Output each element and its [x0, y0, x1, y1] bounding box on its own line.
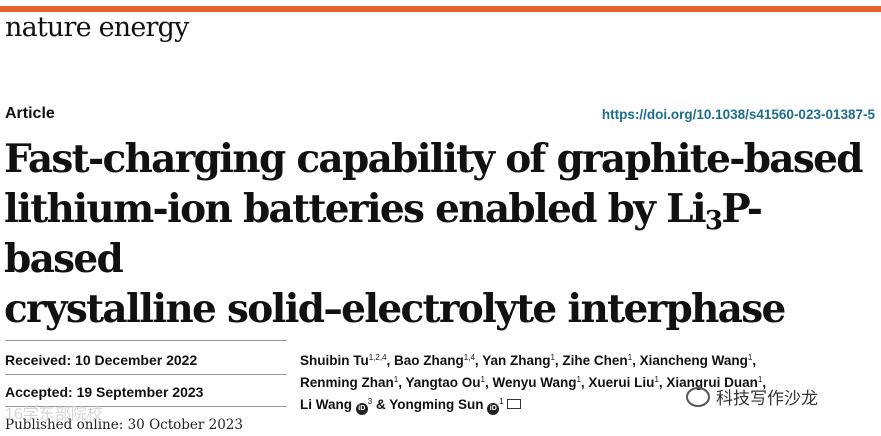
received-value: 10 December 2022 — [75, 352, 198, 368]
title-line-2-pre: lithium-ion batteries enabled by Li — [4, 186, 707, 232]
watermark-right-text: 科技写作沙龙 — [716, 389, 818, 409]
orcid-icon[interactable]: iD — [355, 403, 368, 415]
accepted-label: Accepted: — [5, 384, 73, 400]
author-name[interactable]: Bao Zhang — [394, 353, 464, 368]
divider — [5, 406, 287, 407]
author-name[interactable]: Yan Zhang — [482, 353, 551, 368]
title-line-1: Fast-charging capability of graphite-bas… — [4, 136, 864, 182]
author-affiliation: 3 — [367, 397, 373, 406]
published-date: Published online: 30 October 2023 — [5, 417, 243, 433]
author-affiliation: 1 — [627, 353, 633, 362]
author-affiliation: 1 — [393, 375, 399, 384]
author-affiliation: 1 — [654, 375, 659, 384]
author-affiliation: 1,4 — [463, 353, 475, 362]
article-title: Fast-charging capability of graphite-bas… — [4, 134, 879, 334]
doi-link[interactable]: https://doi.org/10.1038/s41560-023-01387… — [601, 107, 875, 122]
wechat-icon — [686, 387, 710, 407]
journal-accent-bar — [0, 6, 881, 12]
title-line-3: crystalline solid–electrolyte interphase — [4, 286, 786, 332]
author-affiliation: 1 — [499, 397, 504, 406]
title-line-2-post: P-based — [4, 186, 763, 282]
journal-name: nature energy — [5, 12, 189, 43]
author-name[interactable]: Xiancheng Wang — [639, 353, 748, 368]
author-name[interactable]: Renming Zhan — [300, 375, 394, 390]
received-date: Received: 10 December 2022 — [5, 352, 197, 368]
article-type: Article — [5, 105, 55, 122]
accepted-value: 19 September 2023 — [76, 384, 204, 400]
author-affiliation: 1,2,4 — [368, 353, 387, 362]
author-affiliation: 1 — [747, 353, 753, 362]
author-affiliation: 1 — [757, 375, 763, 384]
author-list: Shuibin Tu1,2,4, Bao Zhang1,4, Yan Zhang… — [300, 350, 840, 416]
watermark-left: 16学东部院校 — [5, 406, 103, 423]
author-name[interactable]: Shuibin Tu — [300, 353, 369, 368]
mail-icon[interactable] — [507, 399, 522, 409]
received-label: Received: — [5, 352, 72, 368]
author-name[interactable]: Wenyu Wang — [492, 375, 577, 390]
author-affiliation: 1 — [550, 353, 555, 362]
orcid-icon[interactable]: iD — [487, 403, 500, 415]
watermark-right: 科技写作沙龙 — [686, 384, 818, 409]
published-value: 30 October 2023 — [127, 417, 243, 433]
accepted-date: Accepted: 19 September 2023 — [5, 384, 203, 400]
author-name[interactable]: Yangtao Ou — [405, 375, 481, 390]
author-affiliation: 1 — [576, 375, 581, 384]
author-name[interactable]: Zihe Chen — [562, 353, 628, 368]
author-affiliation: 1 — [480, 375, 485, 384]
author-name[interactable]: Yongming Sun — [389, 397, 484, 412]
author-name[interactable]: Xuerui Liu — [588, 375, 655, 390]
author-name[interactable]: Li Wang — [300, 397, 352, 412]
author-name[interactable]: Xiangrui Duan — [666, 375, 758, 390]
divider — [5, 374, 287, 375]
title-subscript: 3 — [704, 206, 723, 236]
published-label: Published online: — [5, 417, 124, 433]
divider — [5, 340, 287, 341]
